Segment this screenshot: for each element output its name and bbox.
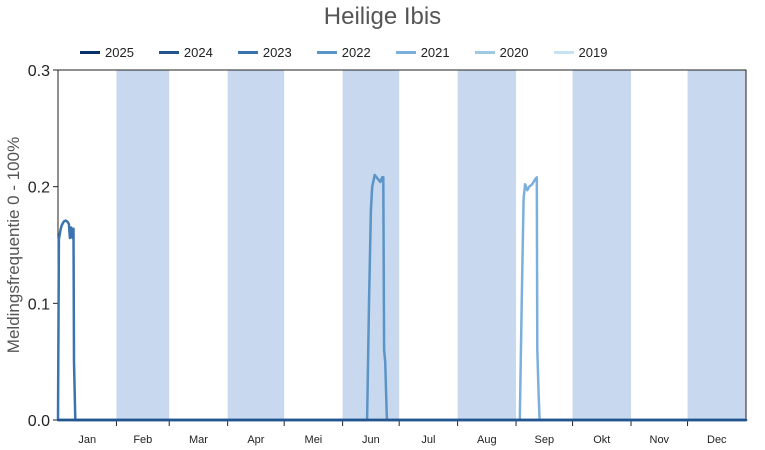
legend-item-2024[interactable]: 2024 [158,44,213,60]
legend-label: 2025 [105,44,134,60]
y-tick-label: 0.2 [28,180,50,197]
chart-title: Heilige Ibis [323,3,442,30]
legend-swatch [553,50,574,54]
legend: 2025 2024 2023 2022 2021 2020 2019 [80,44,632,60]
x-tick-label: Feb [133,434,152,446]
x-tick-label: Jul [421,434,435,446]
legend-item-2022[interactable]: 2022 [316,44,371,60]
legend-label: 2023 [262,44,292,60]
legend-item-2025[interactable]: 2025 [80,44,134,60]
month-band-okt [572,70,632,420]
month-band-apr [227,70,285,420]
x-tick-label: Jun [362,434,380,446]
y-axis-label: Meldingsfrequentie 0 - 100% [4,137,23,353]
legend-label: 2020 [499,44,529,60]
legend-item-2020[interactable]: 2020 [474,44,529,60]
legend-swatch [316,50,337,54]
series-line-2022 [56,173,748,422]
legend-label: 2021 [420,44,450,60]
x-tick-label: Mar [189,434,208,446]
legend-label: 2019 [578,44,608,60]
x-tick-label: Jan [78,434,96,446]
x-tick-label: Dec [707,434,727,446]
x-tick-label: Okt [593,434,610,446]
series-line-2023 [56,219,748,422]
x-tick-label: Sep [535,434,555,446]
legend-item-2021[interactable]: 2021 [395,44,450,60]
x-tick-label: Nov [650,434,670,446]
legend-swatch [80,50,100,54]
legend-label: 2022 [341,44,371,60]
x-tick-label: Aug [477,434,497,446]
legend-label: 2024 [183,44,213,60]
legend-swatch [158,50,179,54]
legend-item-2023[interactable]: 2023 [237,44,292,60]
x-tick-label: Apr [247,434,264,446]
month-band-feb [116,70,170,420]
legend-item-2019[interactable]: 2019 [553,44,608,60]
y-tick-label: 0.0 [28,413,50,430]
legend-swatch [395,50,416,54]
y-tick-label: 0.3 [28,63,50,80]
month-band-dec [687,70,746,420]
y-tick-label: 0.1 [28,296,50,313]
series-line-2021 [56,176,748,422]
legend-swatch [474,50,495,54]
month-band-aug [457,70,517,420]
x-tick-label: Mei [305,434,323,446]
legend-swatch [237,50,258,54]
